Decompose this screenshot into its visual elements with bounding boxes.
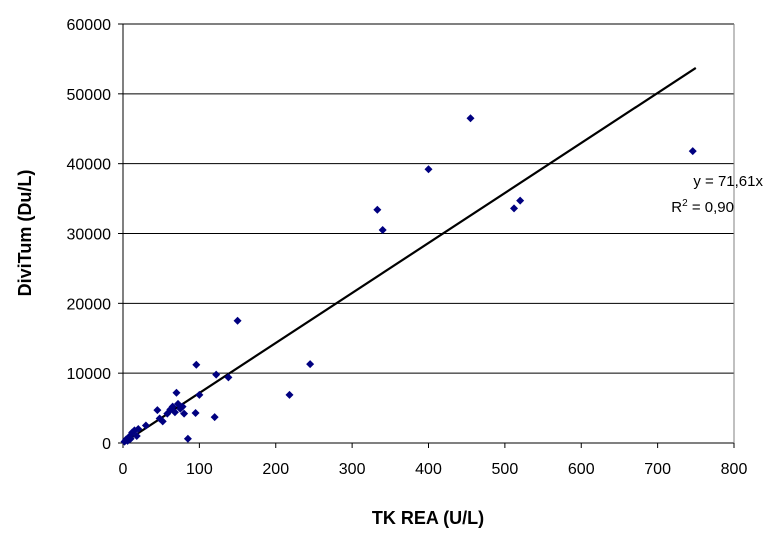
data-point-32 [373, 205, 382, 214]
data-point-24 [192, 360, 201, 369]
data-point-25 [195, 390, 204, 399]
data-point-20 [178, 402, 187, 411]
data-point-8 [134, 425, 143, 434]
r2-prefix: R [671, 199, 682, 216]
data-point-7 [132, 432, 141, 441]
trendline-r2: R2 = 0,90 [671, 198, 734, 216]
y-axis-title: DiviTum (Du/L) [15, 170, 35, 297]
data-point-26 [210, 413, 219, 422]
x-tick-label: 500 [492, 461, 519, 478]
data-point-30 [285, 390, 294, 399]
data-point-34 [424, 165, 433, 174]
data-point-31 [306, 360, 315, 369]
data-point-23 [191, 408, 200, 417]
y-tick-label: 40000 [67, 157, 112, 174]
y-tick-label: 10000 [67, 366, 112, 383]
data-point-10 [153, 406, 162, 415]
y-tick-label: 60000 [67, 17, 112, 34]
x-tick-label: 0 [119, 461, 128, 478]
data-point-35 [466, 114, 475, 123]
y-tick-labels: 0 10000 20000 30000 40000 50000 60000 [67, 17, 123, 453]
data-point-37 [516, 196, 525, 205]
data-point-33 [378, 226, 387, 235]
x-tick-label: 300 [339, 461, 366, 478]
data-point-28 [224, 373, 233, 382]
x-axis-title: TK REA (U/L) [372, 508, 484, 528]
data-point-4 [126, 434, 135, 443]
trendline-group [122, 67, 697, 444]
data-point-12 [158, 417, 167, 426]
trendline [122, 67, 697, 444]
y-tick-label: 20000 [67, 296, 112, 313]
x-tick-label: 200 [262, 461, 289, 478]
data-point-17 [172, 388, 181, 397]
gridlines [123, 23, 734, 374]
data-point-38 [688, 147, 697, 156]
y-tick-label: 50000 [67, 87, 112, 104]
data-points [120, 114, 697, 446]
x-tick-label: 800 [721, 461, 748, 478]
x-tick-labels: 0 100 200 300 400 500 600 700 800 [119, 443, 748, 478]
x-tick-label: 600 [568, 461, 595, 478]
data-point-22 [183, 434, 192, 443]
trendline-equation: y = 71,61x [693, 173, 763, 190]
x-tick-label: 400 [415, 461, 442, 478]
data-point-16 [170, 408, 179, 417]
data-point-2 [123, 436, 132, 445]
data-point-27 [212, 370, 221, 379]
data-point-9 [141, 421, 150, 430]
r2-superscript: 2 [682, 198, 688, 209]
x-tick-label: 700 [644, 461, 671, 478]
y-tick-label: 30000 [67, 227, 112, 244]
x-tick-label: 100 [186, 461, 213, 478]
data-point-36 [510, 204, 519, 213]
data-point-29 [233, 316, 242, 325]
data-point-21 [180, 409, 189, 418]
y-tick-label: 0 [102, 436, 111, 453]
r2-value: = 0,90 [688, 199, 734, 216]
